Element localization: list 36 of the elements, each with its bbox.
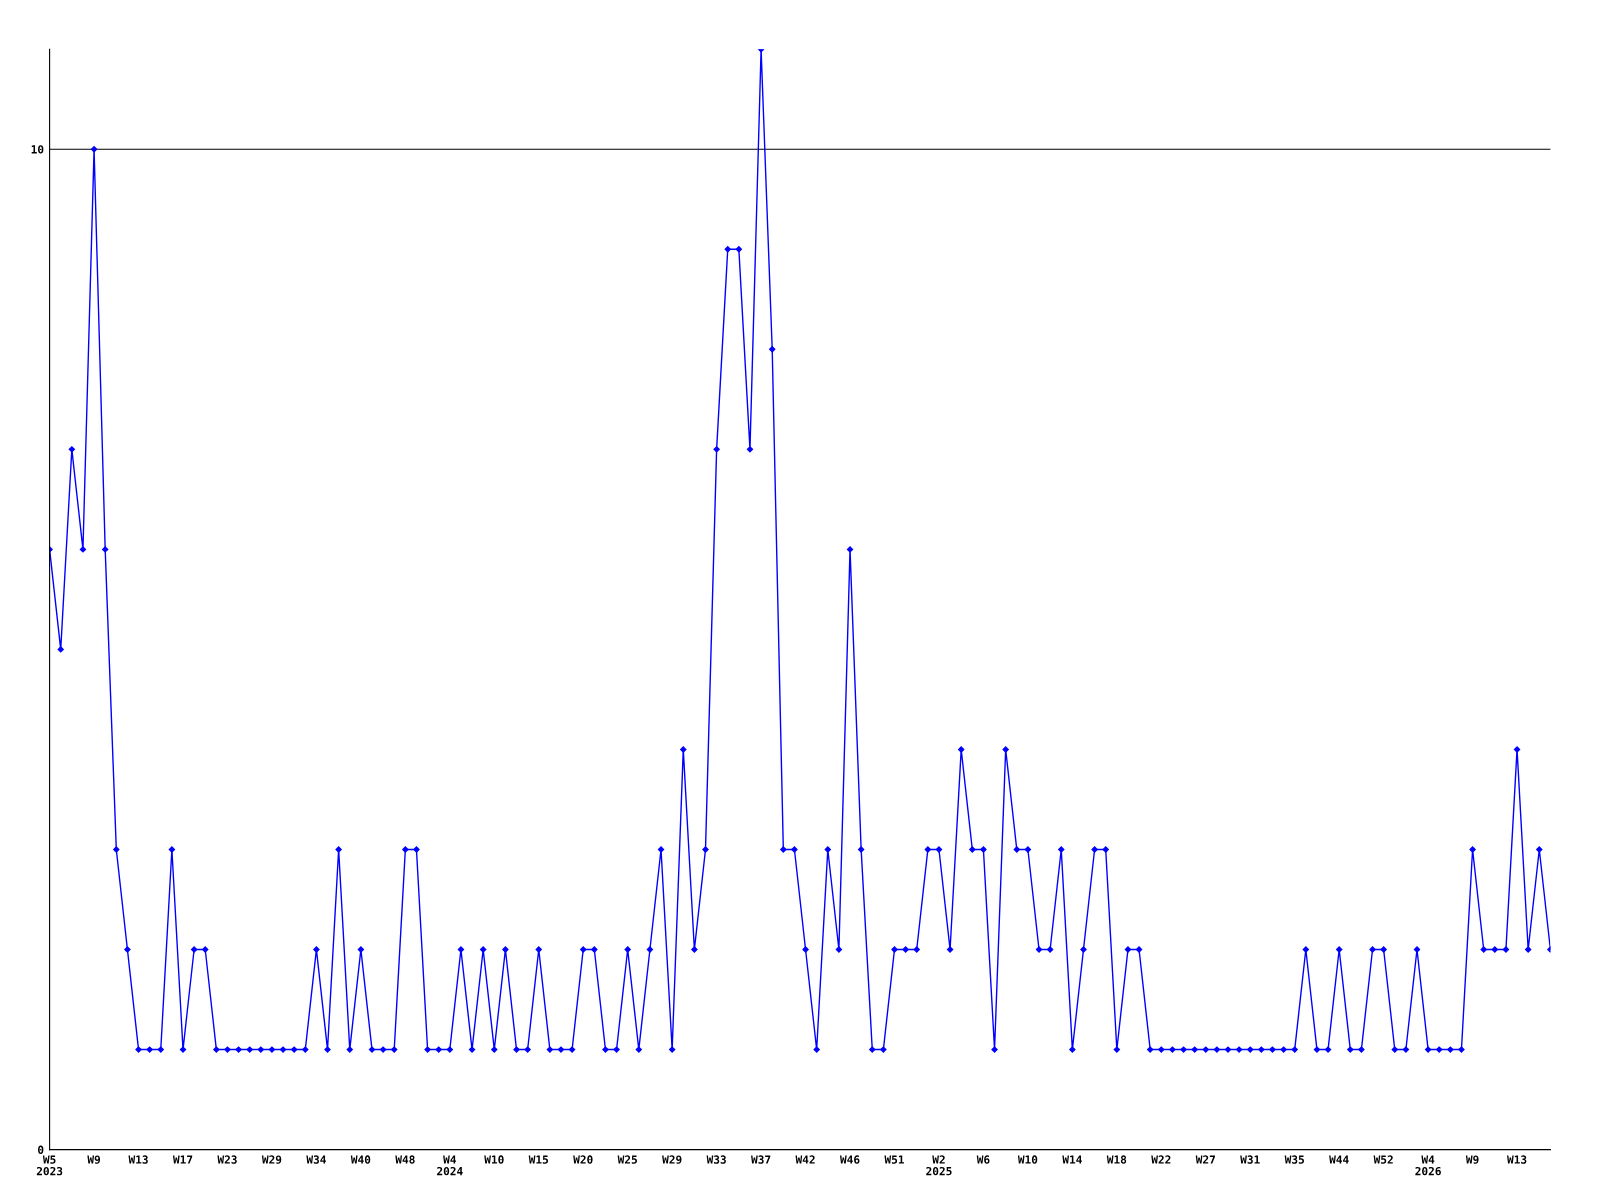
x-tick-label: W4 2024 [437,1155,463,1176]
x-tick-label: W6 [976,1155,990,1164]
x-tick-label: W22 [1151,1155,1171,1164]
x-tick-label: W13 [1507,1155,1527,1164]
x-tick-label: W9 [87,1155,101,1164]
x-tick-label: W44 [1329,1155,1349,1164]
x-tick-label: W52 [1373,1155,1393,1164]
x-tick-label: W35 [1284,1155,1304,1164]
x-tick-label: W51 [884,1155,904,1164]
x-tick-label: W27 [1195,1155,1215,1164]
x-tick-label: W42 [795,1155,815,1164]
x-tick-label: W20 [573,1155,593,1164]
x-tick-label: W29 [261,1155,282,1164]
x-tick-label: W2 2025 [926,1155,952,1176]
x-tick-label: W14 [1062,1155,1082,1164]
y-tick-label: 10 [31,145,44,154]
x-tick-label: W13 [128,1155,148,1164]
x-tick-label: W4 2026 [1415,1155,1441,1176]
x-tick-label: W5 2023 [36,1155,63,1176]
x-tick-label: W10 [1017,1155,1038,1164]
x-tick-label: W10 [484,1155,504,1164]
x-tick-label: W40 [350,1155,371,1164]
x-tick-label: W15 [528,1155,549,1164]
x-tick-label: W17 [172,1155,193,1164]
x-tick-label: W29 [662,1155,682,1164]
x-tick-label: W9 [1465,1155,1479,1164]
x-tick-label: W48 [395,1155,415,1164]
x-tick-label: W18 [1106,1155,1127,1164]
x-tick-label: W37 [751,1155,771,1164]
x-tick-label: W25 [617,1155,637,1164]
x-tick-label: W23 [217,1155,237,1164]
y-tick-label: 0 [38,1145,44,1154]
x-tick-label: W34 [306,1155,326,1164]
x-tick-label: W31 [1240,1155,1260,1164]
x-tick-label: W46 [839,1155,860,1164]
x-tick-label: W33 [706,1155,726,1164]
